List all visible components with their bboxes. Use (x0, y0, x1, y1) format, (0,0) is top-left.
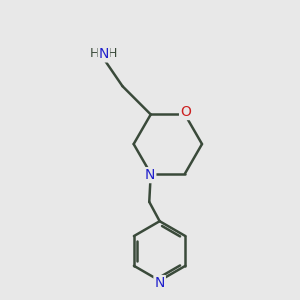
Text: H: H (107, 47, 117, 60)
Text: O: O (180, 105, 191, 119)
Text: N: N (145, 168, 155, 182)
Text: H: H (90, 47, 100, 60)
Text: N: N (99, 47, 109, 61)
Text: N: N (154, 276, 165, 290)
